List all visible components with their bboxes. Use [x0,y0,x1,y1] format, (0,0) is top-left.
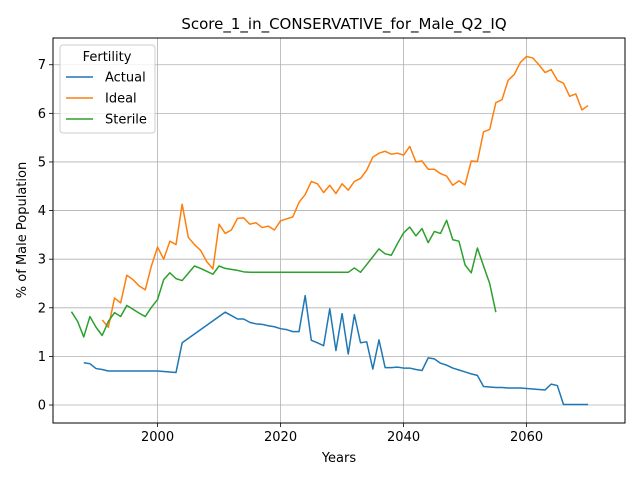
grid [53,38,625,423]
y-tick-label: 7 [38,58,46,73]
axis-ticks: 2000 2020 2040 2060 0 1 2 3 4 5 6 7 [38,58,543,445]
legend-label-sterile: Sterile [105,113,147,128]
x-tick-label: 2000 [141,430,174,445]
y-tick-label: 3 [38,253,46,268]
series-line-actual [83,294,589,406]
x-tick-label: 2060 [510,430,543,445]
y-axis-title: % of Male Population [15,162,30,298]
y-tick-label: 0 [38,399,46,414]
y-tick-label: 6 [38,107,46,122]
series-line-sterile [70,219,497,338]
y-tick-label: 1 [38,350,46,365]
series-lines [70,55,589,406]
y-tick-label: 2 [38,301,46,316]
legend-title: Fertility [83,50,132,65]
x-tick-label: 2040 [387,430,420,445]
plot-frame [52,37,626,424]
y-tick-label: 5 [38,155,46,170]
legend-label-actual: Actual [105,71,146,86]
series-line-ideal [101,55,589,328]
x-axis-title: Years [321,451,357,466]
y-tick-label: 4 [38,204,46,219]
legend-label-ideal: Ideal [105,92,137,107]
legend-box [59,44,156,134]
chart-title: Score_1_in_CONSERVATIVE_for_Male_Q2_IQ [181,15,506,34]
x-tick-label: 2020 [264,430,297,445]
legend-items: Actual Ideal Sterile [66,71,147,128]
legend: Fertility Actual Ideal Sterile [59,44,156,134]
